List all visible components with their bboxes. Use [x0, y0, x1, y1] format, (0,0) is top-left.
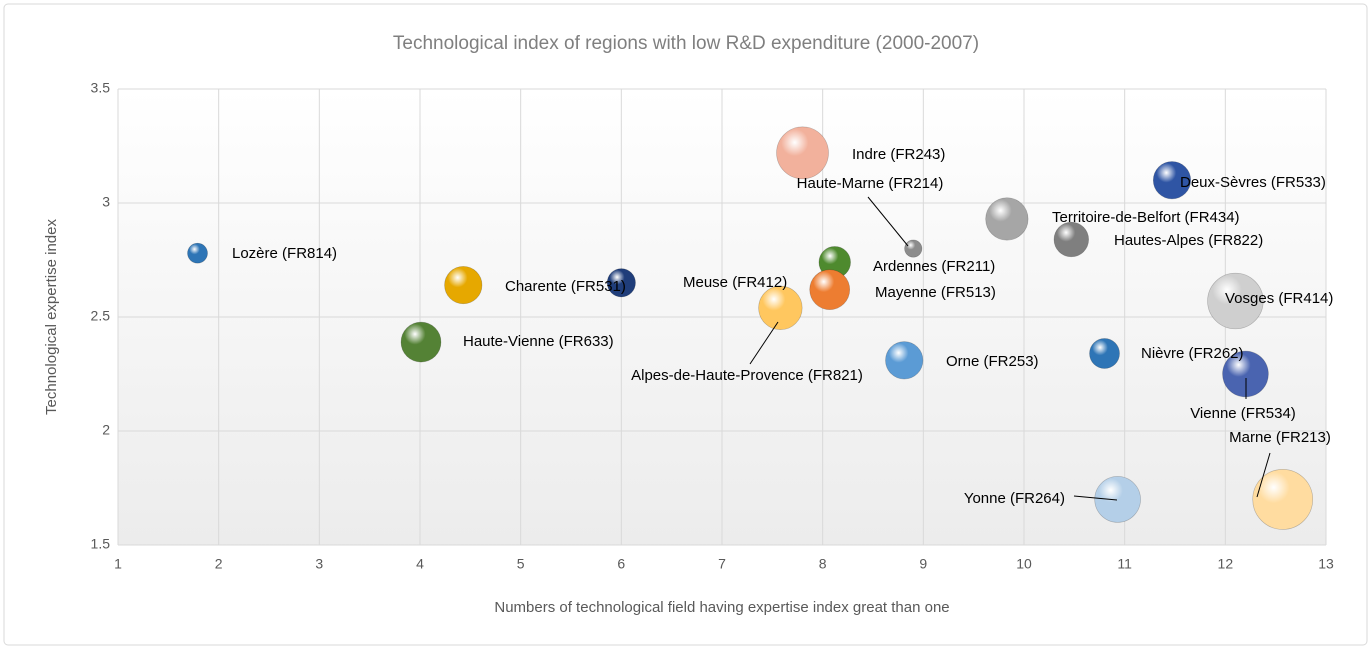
x-tick-label: 5 — [517, 556, 525, 572]
bubble — [1252, 469, 1314, 530]
x-tick-label: 1 — [114, 556, 122, 572]
x-tick-label: 13 — [1318, 556, 1334, 572]
x-tick-label: 6 — [617, 556, 625, 572]
bubble — [1152, 161, 1191, 200]
leader-line — [1073, 495, 1118, 501]
bubble — [809, 269, 851, 310]
data-label-text: Alpes-de-Haute-Provence (FR821) — [631, 367, 863, 384]
x-tick-label: 11 — [1117, 556, 1132, 572]
bubble — [776, 126, 829, 180]
x-tick-label: 7 — [718, 556, 726, 572]
x-tick-label: 3 — [315, 556, 323, 572]
data-label: Yonne (FR264) — [964, 490, 1065, 507]
data-label: Charente (FR531) — [505, 278, 626, 295]
leader-line — [749, 321, 779, 365]
x-tick-label: 12 — [1218, 556, 1234, 572]
data-label: Vienne (FR534) — [1190, 405, 1296, 422]
bubble — [904, 239, 923, 258]
data-label: Haute-Vienne (FR633) — [463, 333, 614, 350]
leader-line — [867, 196, 909, 247]
y-tick-label: 3 — [102, 194, 110, 210]
y-tick-label: 1.5 — [91, 536, 111, 552]
data-label: Vosges (FR414) — [1225, 290, 1333, 307]
y-tick-label: 3.5 — [91, 80, 111, 96]
x-tick-label: 8 — [819, 556, 827, 572]
y-tick-label: 2.5 — [91, 308, 111, 324]
bubble — [400, 321, 442, 363]
x-tick-label: 4 — [416, 556, 424, 572]
bubble — [1053, 221, 1089, 258]
x-tick-label: 10 — [1016, 556, 1032, 572]
chart-title: Technological index of regions with low … — [393, 33, 979, 54]
data-label: Haute-Marne (FR214) — [797, 175, 944, 192]
bubble — [187, 242, 208, 264]
bubble — [1094, 476, 1141, 523]
data-label: Deux-Sèvres (FR533) — [1180, 174, 1326, 191]
bubble — [1207, 272, 1264, 330]
bubble — [1089, 338, 1120, 369]
data-label: Nièvre (FR262) — [1141, 345, 1244, 362]
data-label: Meuse (FR412) — [683, 274, 787, 291]
bubble — [606, 268, 636, 298]
data-label: Marne (FR213) — [1229, 429, 1331, 446]
data-label: Alpes-de-Haute-Provence (FR821) — [631, 367, 863, 384]
data-label: Orne (FR253) — [946, 353, 1039, 370]
x-tick-label: 9 — [919, 556, 927, 572]
y-tick-label: 2 — [102, 422, 110, 438]
x-tick-label: 2 — [215, 556, 223, 572]
data-label: Hautes-Alpes (FR822) — [1114, 232, 1263, 249]
data-label: Ardennes (FR211) — [873, 258, 995, 275]
bubble — [758, 285, 803, 330]
y-axis-title: Technological expertise index — [43, 219, 60, 415]
bubble — [885, 341, 924, 380]
leader-line — [1256, 452, 1271, 498]
data-label: Indre (FR243) — [852, 146, 945, 163]
bubble — [1222, 350, 1269, 398]
bubble — [444, 266, 483, 305]
x-axis-title: Numbers of technological field having ex… — [494, 599, 949, 616]
bubble — [985, 197, 1029, 241]
data-label: Territoire-de-Belfort (FR434) — [1052, 209, 1240, 226]
data-label: Mayenne (FR513) — [875, 284, 996, 301]
data-label: Lozère (FR814) — [232, 245, 337, 262]
